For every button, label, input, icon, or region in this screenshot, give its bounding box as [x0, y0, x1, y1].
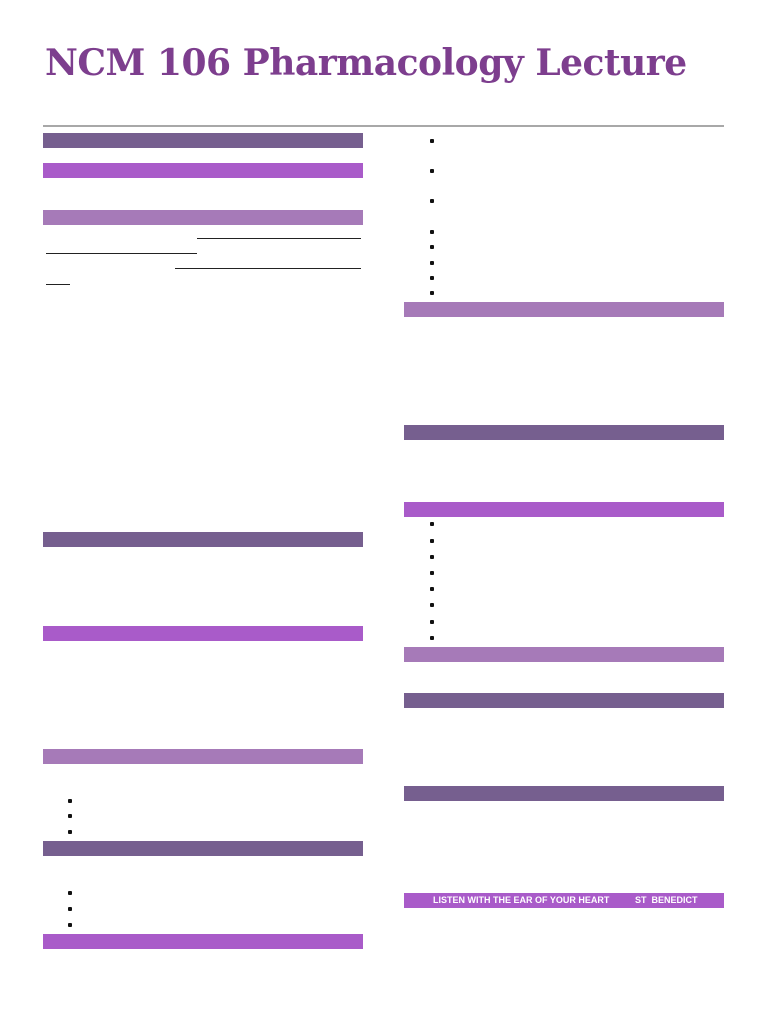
bullet	[430, 571, 434, 575]
bullet	[430, 636, 434, 640]
blank-line	[175, 268, 361, 269]
bullet	[68, 799, 72, 803]
section-bar	[404, 502, 724, 517]
section-bar	[43, 210, 363, 225]
bullet	[430, 230, 434, 234]
bullet	[68, 923, 72, 927]
blank-line	[46, 284, 70, 285]
bullet	[430, 603, 434, 607]
bullet	[68, 814, 72, 818]
bullet	[430, 522, 434, 526]
bullet	[430, 199, 434, 203]
section-bar	[43, 841, 363, 856]
section-bar	[43, 934, 363, 949]
section-bar	[404, 647, 724, 662]
header-rule	[43, 125, 724, 127]
section-bar	[404, 425, 724, 440]
bullet	[430, 587, 434, 591]
bullet	[68, 891, 72, 895]
blank-line	[46, 253, 197, 254]
document-title: NCM 106 Pharmacology Lecture	[45, 42, 687, 84]
section-bar	[43, 749, 363, 764]
section-bar	[404, 302, 724, 317]
section-bar	[43, 163, 363, 178]
bullet	[430, 555, 434, 559]
bullet	[430, 539, 434, 543]
section-bar	[43, 133, 363, 148]
bullet	[430, 620, 434, 624]
section-bar	[43, 626, 363, 641]
blank-line	[197, 238, 361, 239]
bullet	[430, 291, 434, 295]
bullet	[430, 139, 434, 143]
section-bar	[404, 786, 724, 801]
section-bar	[43, 532, 363, 547]
bullet	[68, 830, 72, 834]
bullet	[430, 261, 434, 265]
bullet	[430, 276, 434, 280]
bullet	[68, 907, 72, 911]
footer-quote: LISTEN WITH THE EAR OF YOUR HEART	[433, 895, 610, 905]
footer-bar: LISTEN WITH THE EAR OF YOUR HEART ST BEN…	[404, 893, 724, 908]
bullet	[430, 169, 434, 173]
footer-author: ST BENEDICT	[635, 895, 698, 905]
bullet	[430, 245, 434, 249]
section-bar	[404, 693, 724, 708]
